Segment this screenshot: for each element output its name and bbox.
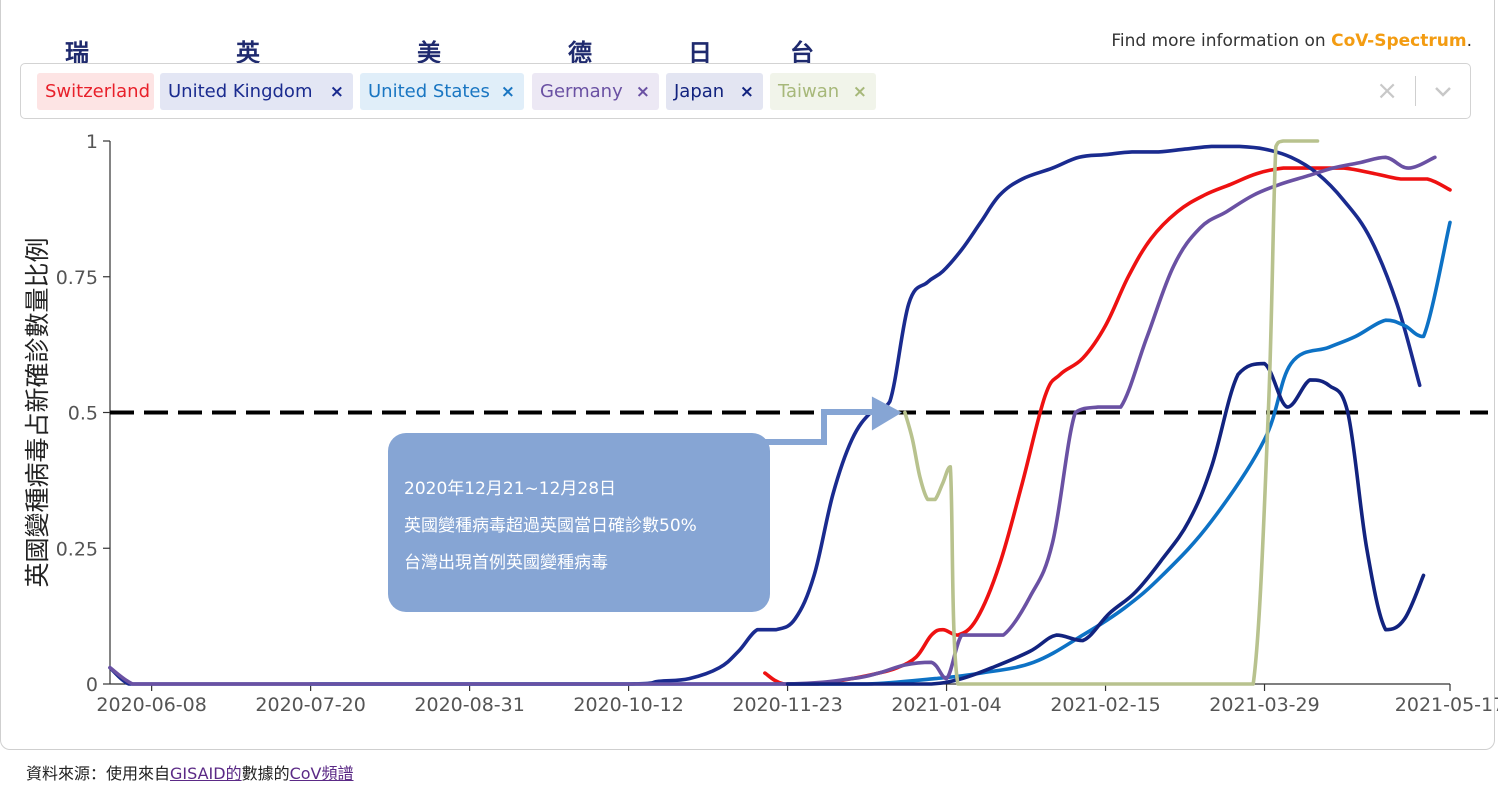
annotation-arrow-head <box>871 396 902 431</box>
y-axis-label: 英國變種病毒占新確診數量比例 <box>23 237 52 587</box>
series-line-japan <box>785 361 1426 686</box>
chip-label: Germany <box>540 81 623 102</box>
y-tick-label: 0.5 <box>68 403 98 425</box>
annotation-arrow-line <box>760 409 876 445</box>
annotation-line: 2020年12月21~12月28日 <box>404 479 617 499</box>
y-tick-label: 0.25 <box>56 538 98 560</box>
chip-taiwan: Taiwan × <box>770 73 876 110</box>
x-tick-label: 2021-05-17 <box>1395 694 1498 716</box>
chip-united-kingdom: United Kingdom × <box>160 73 353 110</box>
cov-spectrum-link[interactable]: CoV-Spectrum <box>1331 31 1467 51</box>
x-tick-label: 2021-01-04 <box>891 694 1001 716</box>
chip-label: United Kingdom <box>168 81 313 102</box>
annotation-callout: 2020年12月21~12月28日 英國變種病毒超過英國當日確診數50% 台灣出… <box>388 433 770 612</box>
gisaid-link[interactable]: GISAID的 <box>170 764 242 783</box>
chip-germany: Germany × <box>532 73 659 110</box>
remove-japan-icon[interactable]: × <box>739 81 754 102</box>
selector-separator <box>1415 76 1416 106</box>
remove-united-kingdom-icon[interactable]: × <box>329 81 344 102</box>
chart-card-frame <box>0 0 1495 750</box>
source-note: 資料來源：使用來自GISAID的數據的CoV頻譜 <box>26 760 354 784</box>
remove-united-states-icon[interactable]: × <box>500 81 515 102</box>
more-info-suffix: . <box>1466 31 1472 51</box>
y-tick-label: 1 <box>86 131 98 153</box>
chip-label: Japan <box>674 81 725 102</box>
cov-spectrum-link-zh[interactable]: CoV頻譜 <box>289 764 354 783</box>
x-tick-label: 2020-10-12 <box>573 694 683 716</box>
chip-label: United States <box>368 81 490 102</box>
more-info-prefix: Find more information on <box>1111 31 1332 51</box>
remove-germany-icon[interactable]: × <box>635 81 650 102</box>
source-middle: 數據的 <box>241 764 290 783</box>
clear-all-icon[interactable]: × <box>1376 76 1398 106</box>
chip-united-states: United States × <box>360 73 524 110</box>
annotation-line: 台灣出現首例英國變種病毒 <box>404 553 608 573</box>
y-tick-label: 0 <box>86 674 98 696</box>
chip-label: Switzerland <box>45 81 150 102</box>
x-tick-label: 2020-06-08 <box>96 694 206 716</box>
chip-label: Taiwan <box>778 81 840 102</box>
annotation-line: 英國變種病毒超過英國當日確診數50% <box>404 516 697 536</box>
more-info-text: Find more information on CoV-Spectrum. <box>1111 31 1472 51</box>
x-tick-label: 2020-07-20 <box>255 694 365 716</box>
x-tick-label: 2020-08-31 <box>414 694 524 716</box>
chevron-down-icon[interactable] <box>1432 80 1454 102</box>
x-tick-label: 2021-03-29 <box>1209 694 1319 716</box>
series-line-taiwan <box>903 139 1320 686</box>
chip-japan: Japan × <box>666 73 763 110</box>
series-line-germany <box>108 155 1437 686</box>
remove-taiwan-icon[interactable]: × <box>852 81 867 102</box>
y-tick-label: 0.75 <box>56 267 98 289</box>
source-prefix: 資料來源：使用來自 <box>26 764 171 783</box>
chart: 0 0.25 0.5 0.75 1 2020-06-08 2020-07-20 2020-08… <box>23 131 1498 716</box>
country-multiselect[interactable]: Switzerland United Kingdom × United Stat… <box>20 63 1471 119</box>
chip-switzerland: Switzerland <box>37 73 154 110</box>
x-tick-label: 2020-11-23 <box>732 694 842 716</box>
series-line-switzerland <box>763 166 1452 686</box>
x-tick-label: 2021-02-15 <box>1050 694 1160 716</box>
